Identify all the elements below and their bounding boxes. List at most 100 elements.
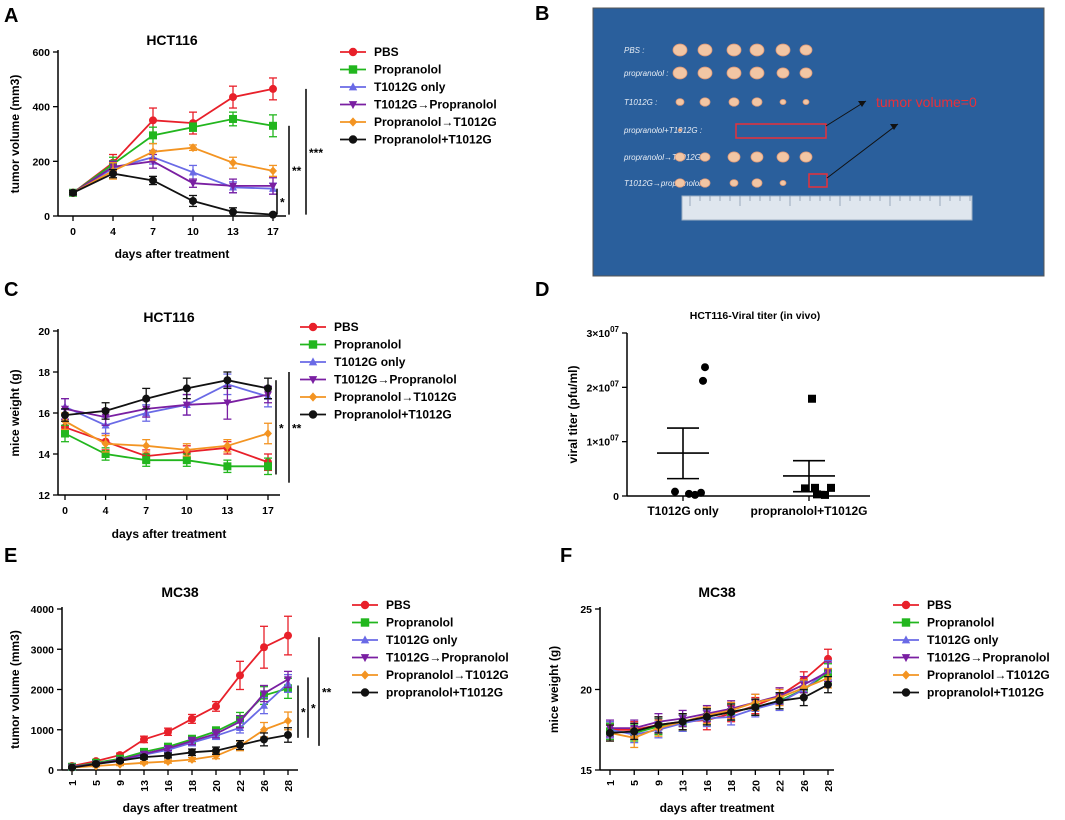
chart-a-x-tick-label: 0 xyxy=(70,226,76,238)
chart-f-legend-marker xyxy=(901,618,911,627)
tumor-specimen xyxy=(727,151,741,163)
chart-c-legend-marker xyxy=(308,376,318,385)
chart-c-data-point xyxy=(223,399,232,408)
chart-c-series-line xyxy=(64,393,269,419)
chart-e-data-point xyxy=(236,741,244,750)
chart-f-legend-label: T1012G→Propranolol xyxy=(927,651,1050,665)
chart-e-x-tick-label: 9 xyxy=(115,780,127,786)
chart-f-legend-marker xyxy=(901,688,911,697)
chart-e-x-tick-label: 1 xyxy=(67,780,79,786)
chart-e-series-t1012g-propranolol xyxy=(68,670,292,772)
chart-e-title: MC38 xyxy=(161,584,199,600)
tumor-specimen xyxy=(726,43,742,57)
chart-e-legend-marker xyxy=(360,618,370,627)
chart-e-data-point xyxy=(188,714,196,723)
chart-c-data-point xyxy=(101,406,110,415)
chart-c-series-line xyxy=(64,420,269,451)
chart-c-data-point xyxy=(182,401,191,410)
chart-d-data-point xyxy=(813,490,821,499)
chart-f-series-line xyxy=(609,683,829,734)
chart-a-x-tick-label: 10 xyxy=(187,226,199,238)
chart-f-y-label: mice weight (g) xyxy=(547,646,561,733)
chart-e-data-point xyxy=(284,676,292,684)
chart-d-y-tick-exponent: 07 xyxy=(610,379,619,388)
chart-a-data-point xyxy=(229,182,237,191)
photo-row-label: propranolol : xyxy=(623,69,668,78)
tumor-specimen xyxy=(726,66,742,80)
chart-a-series-line xyxy=(72,160,273,194)
tumor-specimen xyxy=(776,67,790,79)
tumor-photo: PBS : propranolol : T1012G : propranolol+T1… xyxy=(592,7,1045,277)
chart-f-data-point xyxy=(630,727,639,736)
chart-c-legend-label: T1012G→Propranolol xyxy=(334,373,457,387)
chart-c-x-tick-label: 13 xyxy=(222,505,234,517)
chart-c-data-point xyxy=(264,429,272,438)
chart-c-significance-label: * xyxy=(279,421,284,435)
chart-c-series-line xyxy=(64,379,269,416)
chart-a-x-tick-label: 7 xyxy=(150,226,156,238)
chart-a-series-line xyxy=(72,118,274,194)
chart-a-legend-marker xyxy=(348,82,358,91)
chart-c-data-point xyxy=(61,429,69,438)
chart-a-data-point xyxy=(229,114,237,123)
chart-f-x-tick-label: 13 xyxy=(678,780,690,792)
chart-a-significance-label: ** xyxy=(292,164,302,178)
chart-f-series-line xyxy=(610,671,829,729)
chart-a-data-point xyxy=(149,176,157,185)
chart-c-x-tick-label: 10 xyxy=(181,505,193,517)
chart-f-y-tick-label: 20 xyxy=(580,685,592,697)
chart-c-y-tick-label: 18 xyxy=(38,367,50,379)
chart-a-data-point xyxy=(149,116,157,125)
photo-row-label: T1012G→propranolol : xyxy=(624,179,705,188)
chart-e-data-point xyxy=(140,735,148,744)
tumor-specimen xyxy=(779,99,787,105)
tumor-specimen xyxy=(751,178,763,188)
chart-a-series-propranolol-t1012g xyxy=(69,142,277,198)
chart-d-viral-titer: HCT116-Viral titer (in vivo)01×10072×100… xyxy=(566,310,870,518)
chart-e-data-point xyxy=(284,730,292,739)
chart-d-y-label: viral titer (pfu/ml) xyxy=(566,365,580,463)
chart-a-significance-label: * xyxy=(280,196,285,210)
tumor-specimen xyxy=(751,97,763,107)
chart-e-significance-label: * xyxy=(311,702,316,716)
chart-a-legend-marker xyxy=(348,135,358,144)
chart-e-data-point xyxy=(188,748,196,757)
chart-a-data-point xyxy=(269,182,277,191)
chart-f-legend-label: T1012G only xyxy=(927,633,999,647)
empty-spot-box xyxy=(808,173,828,188)
chart-e-data-point xyxy=(236,671,244,680)
chart-f-data-point xyxy=(775,696,784,705)
chart-e-data-point xyxy=(212,746,220,755)
chart-c-legend-marker xyxy=(308,322,318,332)
chart-c-data-point xyxy=(223,462,232,471)
chart-c-x-label: days after treatment xyxy=(112,527,227,541)
chart-f-x-tick-label: 26 xyxy=(799,780,811,792)
chart-c-data-point xyxy=(264,462,272,471)
photo-row-label: T1012G : xyxy=(624,98,657,107)
tumor-specimen xyxy=(699,152,711,162)
chart-d-data-point xyxy=(699,376,707,385)
chart-d-data-point xyxy=(808,394,816,403)
chart-e-legend-label: propranolol+T1012G xyxy=(386,686,503,700)
chart-c-y-label: mice weight (g) xyxy=(8,369,22,456)
tumor-rows: PBS : propranolol : T1012G : propranolol+T1… xyxy=(623,43,813,188)
chart-a-legend-label: T1012G only xyxy=(374,80,446,94)
tumor-specimen xyxy=(749,43,765,57)
chart-d-series-propranolol-t1012g xyxy=(783,394,835,499)
chart-e-data-point xyxy=(260,701,268,709)
chart-e-legend-marker xyxy=(360,654,370,663)
chart-f-series-propranolol-t1012g xyxy=(606,675,832,742)
chart-a-series-line xyxy=(72,156,274,194)
chart-d-data-point xyxy=(801,484,809,493)
chart-c-hct116-mice-weight: HCT116 12 14 16 18 20 0 4 7 10 13 17 days after trea… xyxy=(8,309,457,541)
chart-e-data-point xyxy=(236,718,244,727)
chart-a-data-point xyxy=(269,121,277,130)
photo-row-label: PBS : xyxy=(624,46,644,55)
chart-c-series-propranolol-t1012g xyxy=(61,371,272,422)
chart-c-series-pbs xyxy=(61,418,272,472)
chart-a-x-label: days after treatment xyxy=(115,247,230,261)
chart-f-x-tick-label: 28 xyxy=(823,780,835,792)
chart-d-y-tick-mantissa: 0 xyxy=(613,491,619,503)
